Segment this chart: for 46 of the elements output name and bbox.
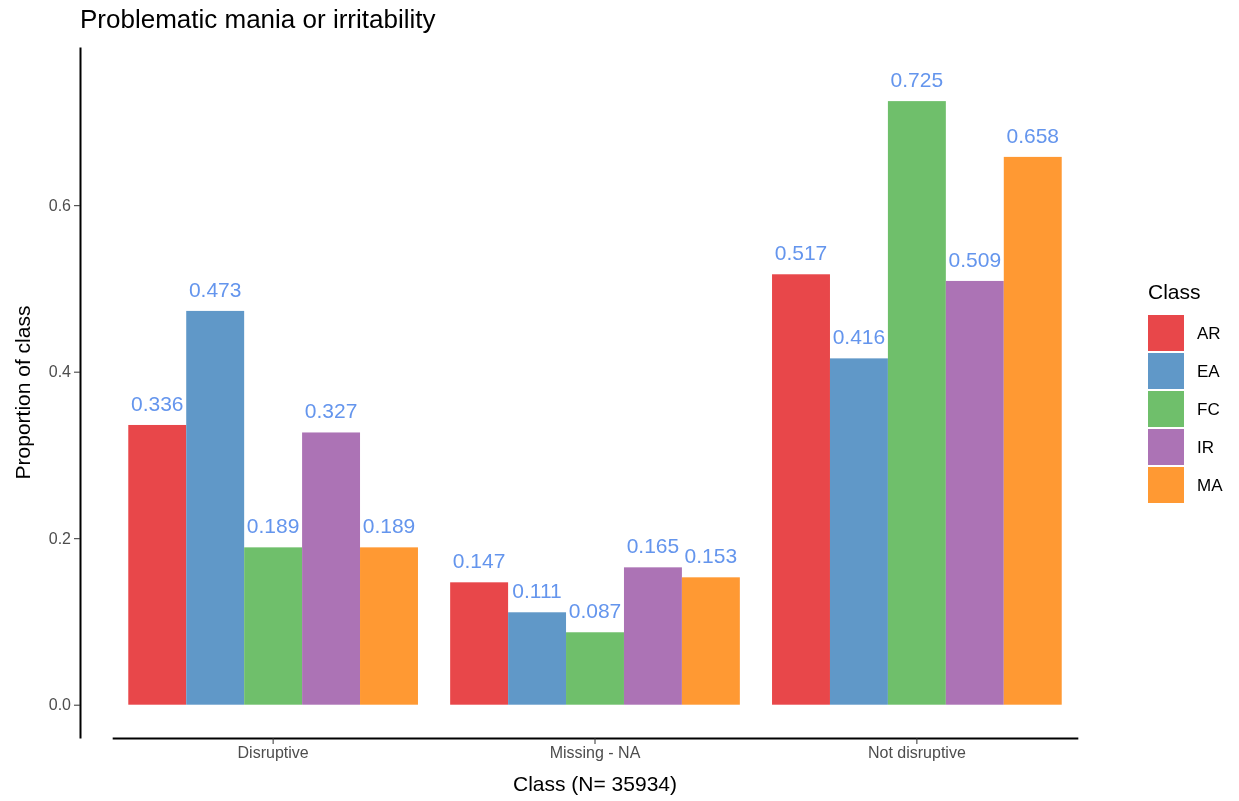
data-label: 0.517 (774, 241, 828, 265)
data-label: 0.336 (130, 391, 184, 415)
bar (450, 582, 509, 705)
data-label: 0.658 (1006, 123, 1060, 147)
chart-title: Problematic mania or irritability (80, 4, 436, 34)
x-tick-label: Not disruptive (867, 744, 966, 762)
bar (1003, 156, 1062, 705)
bar (945, 280, 1004, 705)
data-label: 0.416 (832, 325, 886, 349)
data-label: 0.473 (188, 277, 242, 301)
bar (681, 577, 740, 705)
legend-title: Class (1148, 280, 1201, 303)
data-label: 0.509 (948, 247, 1002, 271)
data-label: 0.725 (890, 68, 944, 92)
data-label: 0.111 (512, 579, 562, 603)
bar (829, 358, 888, 705)
x-axis-title: Class (N= 35934) (513, 772, 677, 795)
legend-label: IR (1197, 438, 1214, 457)
data-label: 0.153 (684, 544, 738, 568)
bar (566, 632, 624, 705)
x-tick-label: Missing - NA (549, 744, 641, 762)
data-label: 0.147 (452, 549, 506, 573)
bar (244, 547, 303, 705)
y-tick-label: 0.2 (48, 529, 72, 547)
bar (772, 274, 830, 705)
data-label: 0.189 (362, 514, 416, 538)
legend-label: EA (1197, 362, 1221, 381)
y-tick-label: 0.0 (48, 696, 72, 714)
bar (128, 424, 187, 705)
data-label: 0.327 (304, 399, 358, 423)
y-tick-label: 0.4 (48, 363, 72, 381)
data-label: 0.087 (568, 599, 622, 623)
legend-label: AR (1197, 324, 1221, 343)
bar (887, 101, 946, 705)
bar (186, 310, 245, 705)
bar (508, 612, 567, 705)
bar (623, 567, 682, 705)
y-axis-title: Proportion of class (11, 305, 34, 480)
data-label: 0.165 (626, 534, 680, 558)
bar (360, 547, 418, 705)
data-label: 0.189 (246, 514, 300, 538)
x-tick-label: Disruptive (237, 744, 309, 762)
legend-label: FC (1197, 400, 1220, 419)
bar (302, 432, 361, 705)
legend-label: MA (1197, 476, 1224, 495)
y-tick-label: 0.6 (48, 196, 72, 214)
